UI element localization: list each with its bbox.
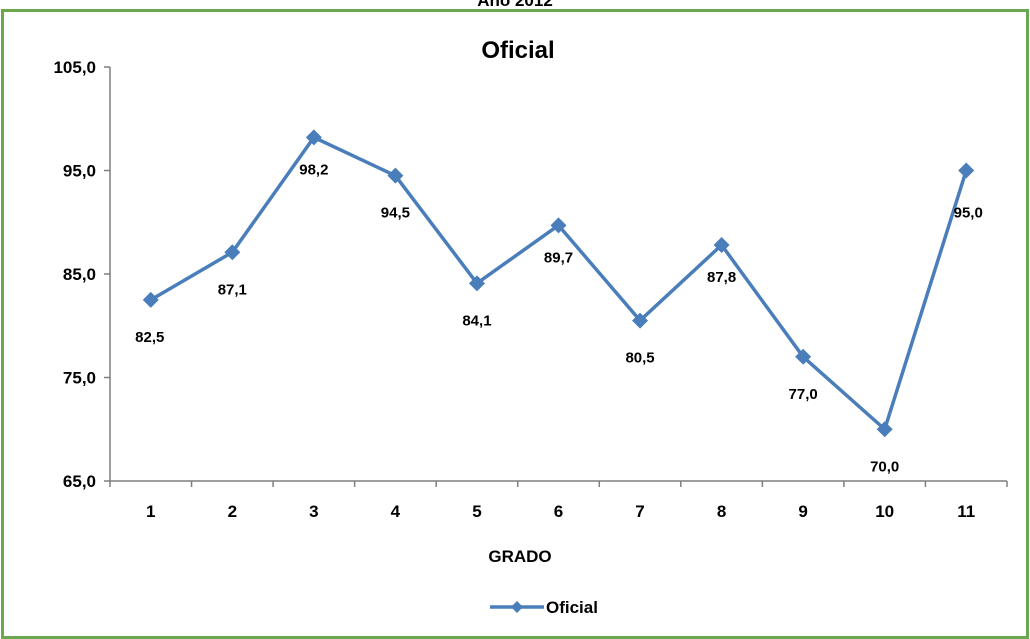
data-point-marker bbox=[305, 129, 322, 146]
chart-frame bbox=[1, 9, 1029, 639]
x-tick-label: 9 bbox=[798, 502, 807, 521]
x-tick-label: 8 bbox=[717, 502, 726, 521]
data-point-marker bbox=[550, 217, 567, 234]
data-label: 80,5 bbox=[625, 350, 654, 367]
data-label: 82,5 bbox=[135, 329, 164, 346]
series-line bbox=[149, 135, 968, 431]
data-label: 98,2 bbox=[299, 161, 328, 178]
legend-label: Oficial bbox=[546, 598, 598, 617]
x-tick-label: 7 bbox=[635, 502, 644, 521]
series-oficial bbox=[142, 129, 975, 438]
data-label: 87,1 bbox=[218, 281, 247, 298]
chart-title: Oficial bbox=[481, 37, 554, 64]
data-label: 70,0 bbox=[870, 458, 899, 475]
data-point-marker bbox=[958, 162, 975, 179]
data-labels: 82,5 87,1 98,2 94,5 84,1 89,7 80,5 87,8 77,0 70,0… bbox=[135, 161, 983, 475]
data-point-marker bbox=[142, 291, 159, 308]
x-axis-ticks: 1 2 3 4 5 6 7 8 9 10 11 bbox=[109, 481, 1008, 521]
data-point-marker bbox=[795, 348, 812, 365]
chart-legend: Oficial bbox=[490, 598, 598, 617]
y-tick-label: 75,0 bbox=[63, 369, 96, 388]
x-tick-label: 1 bbox=[146, 502, 155, 521]
data-label: 94,5 bbox=[381, 205, 410, 222]
x-axis-label: GRADO bbox=[488, 547, 551, 566]
x-tick-label: 3 bbox=[309, 502, 318, 521]
data-label: 87,8 bbox=[707, 269, 736, 286]
data-point-marker bbox=[713, 237, 730, 254]
data-point-marker bbox=[387, 167, 404, 184]
y-tick-label: 65,0 bbox=[63, 472, 96, 491]
y-tick-label: 95,0 bbox=[63, 162, 96, 181]
data-label: 84,1 bbox=[462, 312, 491, 329]
data-label: 89,7 bbox=[544, 249, 573, 266]
data-label: 95,0 bbox=[954, 205, 983, 222]
y-tick-label: 105,0 bbox=[53, 58, 96, 77]
x-tick-label: 5 bbox=[472, 502, 481, 521]
data-point-marker bbox=[632, 312, 649, 329]
y-tick-label: 85,0 bbox=[63, 265, 96, 284]
x-tick-label: 10 bbox=[875, 502, 894, 521]
x-tick-label: 11 bbox=[957, 502, 975, 521]
page-header-title: Año 2012 bbox=[477, 0, 553, 10]
x-tick-label: 2 bbox=[228, 502, 237, 521]
data-point-marker bbox=[224, 244, 241, 261]
data-point-marker bbox=[876, 421, 893, 438]
x-tick-label: 6 bbox=[554, 502, 563, 521]
data-point-marker bbox=[468, 275, 485, 292]
legend-marker bbox=[511, 601, 523, 613]
x-tick-label: 4 bbox=[391, 502, 401, 521]
data-label: 77,0 bbox=[789, 386, 818, 403]
y-axis-ticks: 65,0 75,0 85,0 95,0 105,0 bbox=[53, 58, 110, 491]
